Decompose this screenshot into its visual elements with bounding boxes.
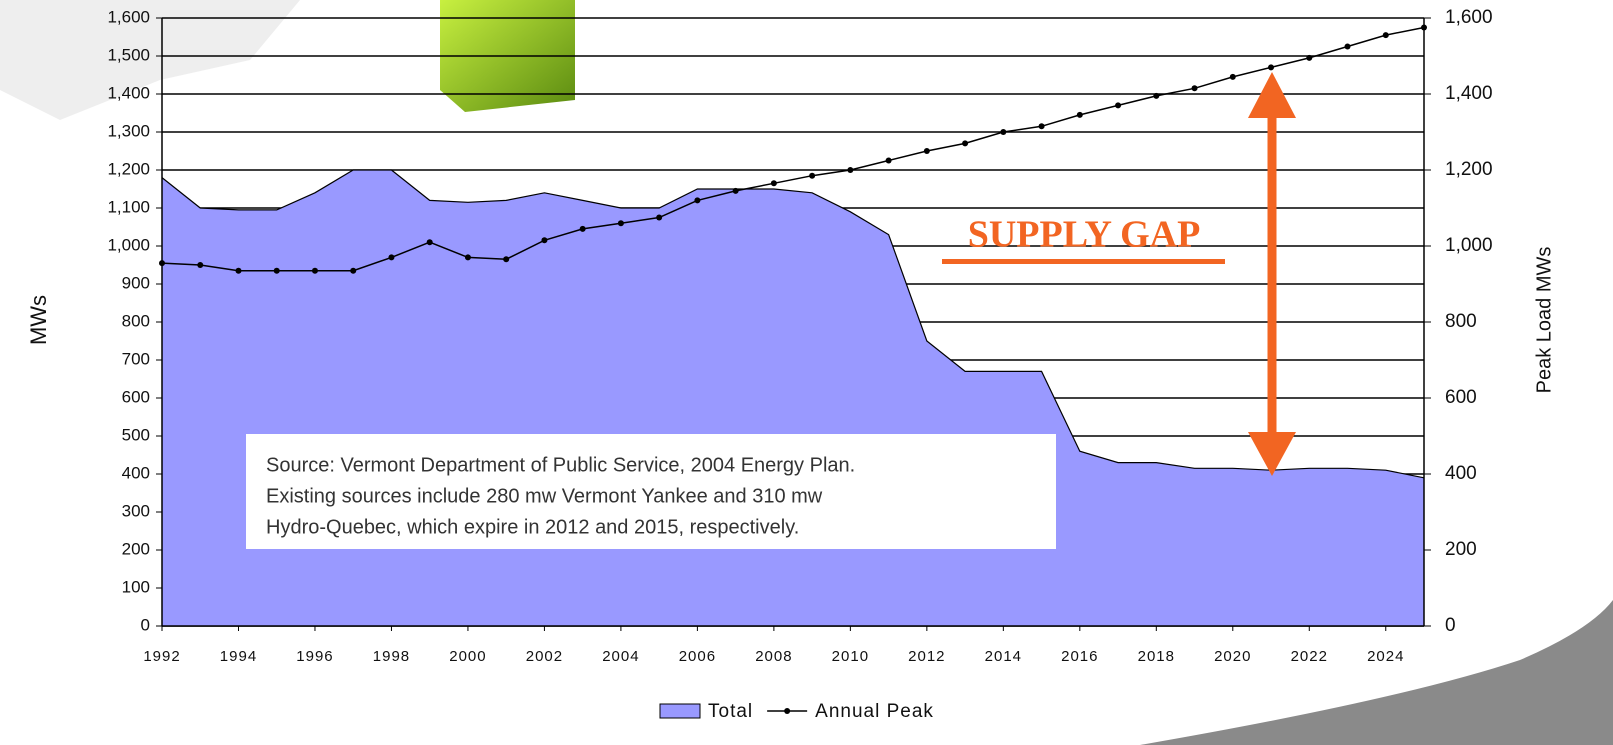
legend-label: Total (708, 701, 753, 722)
marker (809, 173, 815, 179)
x-tick-label: 2010 (832, 648, 869, 665)
x-tick-label: 2016 (1061, 648, 1098, 665)
marker (962, 140, 968, 146)
x-tick-label: 2022 (1291, 648, 1328, 665)
marker (1192, 85, 1198, 91)
x-tick-label: 2024 (1367, 648, 1404, 665)
y-tick-label: 700 (122, 349, 150, 368)
marker (1115, 102, 1121, 108)
y-tick-label: 1,600 (107, 7, 150, 26)
y2-tick-label: 200 (1445, 539, 1477, 560)
marker (694, 197, 700, 203)
marker (197, 262, 203, 268)
y-tick-label: 1,000 (107, 235, 150, 254)
marker (235, 268, 241, 274)
y2-tick-label: 800 (1445, 311, 1477, 332)
marker (350, 268, 356, 274)
marker (656, 215, 662, 221)
y-tick-label: 1,200 (107, 159, 150, 178)
legend-swatch (660, 704, 700, 718)
x-tick-label: 2000 (449, 648, 486, 665)
y-tick-label: 1,500 (107, 45, 150, 64)
marker (771, 180, 777, 186)
note-line: Source: Vermont Department of Public Ser… (266, 454, 855, 476)
y-tick-label: 300 (122, 501, 150, 520)
y-tick-label: 900 (122, 273, 150, 292)
marker (388, 254, 394, 260)
marker (503, 256, 509, 262)
marker (1077, 112, 1083, 118)
x-tick-label: 2020 (1214, 648, 1251, 665)
x-tick-label: 1992 (143, 648, 180, 665)
annotation-underline (942, 259, 1225, 264)
legend-label: Annual Peak (815, 701, 934, 722)
y2-axis-label: Peak Load MWs (1533, 247, 1555, 394)
x-tick-label: 1998 (373, 648, 410, 665)
x-tick-label: 2008 (755, 648, 792, 665)
y2-tick-label: 400 (1445, 463, 1477, 484)
x-tick-label: 2002 (526, 648, 563, 665)
y-tick-label: 0 (141, 615, 150, 634)
y2-tick-label: 1,600 (1445, 7, 1493, 28)
y-axis-label: MWs (26, 295, 51, 345)
marker (1000, 129, 1006, 135)
y-tick-label: 200 (122, 539, 150, 558)
x-tick-label: 2006 (679, 648, 716, 665)
marker (1268, 64, 1274, 70)
chart: MWs Peak Load MWs SUPPLY GAP Source: Ver… (0, 0, 1613, 745)
marker (847, 167, 853, 173)
marker (465, 254, 471, 260)
y-tick-label: 1,300 (107, 121, 150, 140)
y2-tick-label: 1,000 (1445, 235, 1493, 256)
marker (1230, 74, 1236, 80)
x-tick-label: 2018 (1138, 648, 1175, 665)
marker (1039, 123, 1045, 129)
marker (618, 220, 624, 226)
y2-tick-label: 1,200 (1445, 159, 1493, 180)
marker (886, 158, 892, 164)
y-tick-label: 400 (122, 463, 150, 482)
y-tick-label: 1,400 (107, 83, 150, 102)
y2-tick-label: 600 (1445, 387, 1477, 408)
y-tick-label: 800 (122, 311, 150, 330)
note-line: Hydro-Quebec, which expire in 2012 and 2… (266, 516, 799, 538)
marker (924, 148, 930, 154)
marker (580, 226, 586, 232)
y-tick-label: 100 (122, 577, 150, 596)
y2-tick-label: 0 (1445, 615, 1456, 636)
marker (274, 268, 280, 274)
x-tick-label: 2004 (602, 648, 639, 665)
marker (1383, 32, 1389, 38)
legend-marker (784, 708, 790, 714)
marker (733, 188, 739, 194)
x-tick-label: 2012 (908, 648, 945, 665)
x-tick-label: 2014 (985, 648, 1022, 665)
y-tick-label: 600 (122, 387, 150, 406)
legend: Total Annual Peak (660, 701, 934, 722)
marker (427, 239, 433, 245)
y2-tick-label: 1,400 (1445, 83, 1493, 104)
marker (541, 237, 547, 243)
x-tick-label: 1996 (296, 648, 333, 665)
y-tick-label: 1,100 (107, 197, 150, 216)
marker (1153, 93, 1159, 99)
annotation: SUPPLY GAP (968, 214, 1201, 256)
marker (312, 268, 318, 274)
note-line: Existing sources include 280 mw Vermont … (266, 485, 823, 507)
y-tick-label: 500 (122, 425, 150, 444)
marker (1306, 55, 1312, 61)
x-tick-label: 1994 (220, 648, 257, 665)
marker (1345, 44, 1351, 50)
